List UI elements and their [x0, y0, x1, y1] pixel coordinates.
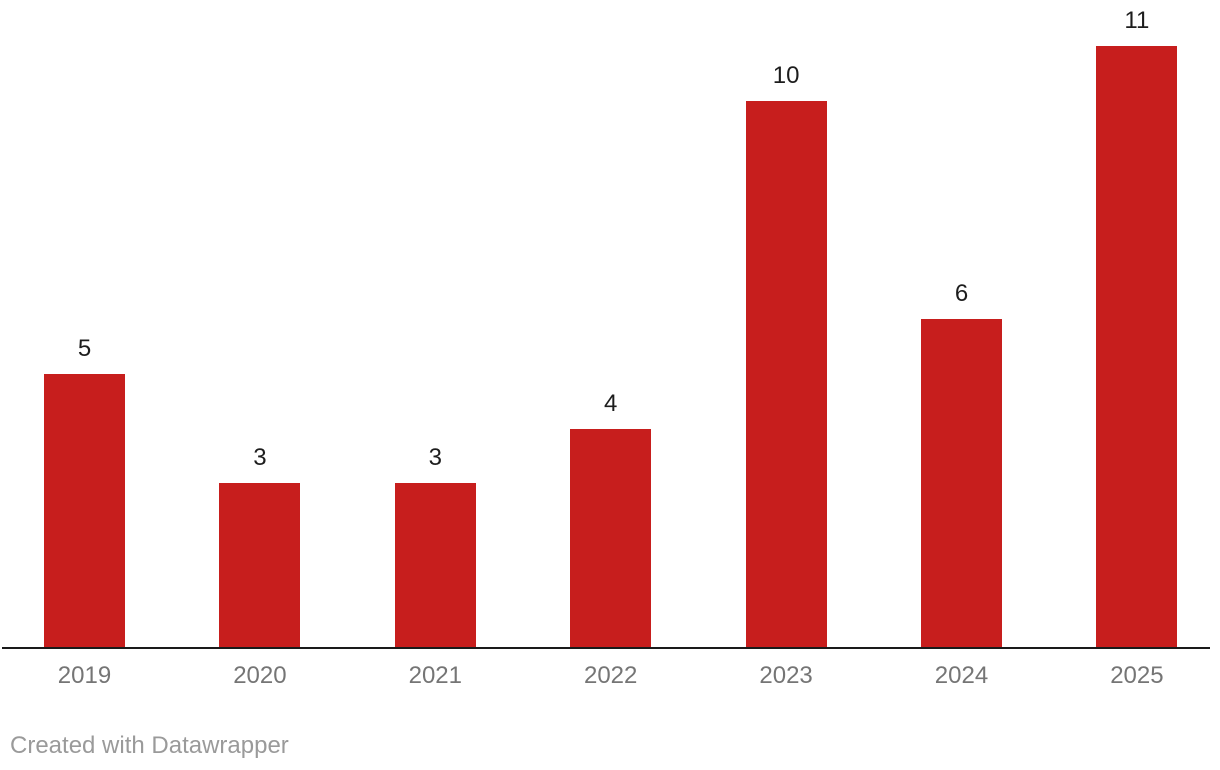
bar-2024[interactable] — [921, 319, 1002, 647]
datawrapper-attribution-link[interactable]: Created with Datawrapper — [10, 732, 289, 759]
x-tick-label-2023: 2023 — [759, 662, 813, 689]
x-tick-label-2022: 2022 — [583, 662, 638, 689]
x-tick-label-2025: 2025 — [1110, 662, 1164, 689]
bar-2023[interactable] — [745, 101, 827, 647]
bar-2022[interactable] — [570, 428, 652, 647]
x-tick-label-2019: 2019 — [57, 662, 112, 689]
value-label-2019: 5 — [77, 335, 92, 362]
bar-2021[interactable] — [394, 483, 476, 647]
value-label-2025: 11 — [1124, 7, 1150, 35]
x-tick-label-2020: 2020 — [233, 662, 287, 689]
bar-2025[interactable] — [1096, 46, 1178, 647]
bar-2019[interactable] — [44, 374, 125, 647]
bar-2020[interactable] — [219, 483, 301, 647]
x-axis-line — [2, 647, 1210, 649]
value-label-2024: 6 — [954, 280, 969, 308]
value-label-2020: 3 — [253, 444, 267, 472]
x-tick-label-2021: 2021 — [408, 662, 462, 689]
value-label-2022: 4 — [604, 389, 618, 417]
value-label-2021: 3 — [428, 444, 442, 472]
value-label-2023: 10 — [772, 62, 800, 89]
x-tick-label-2024: 2024 — [934, 662, 989, 689]
